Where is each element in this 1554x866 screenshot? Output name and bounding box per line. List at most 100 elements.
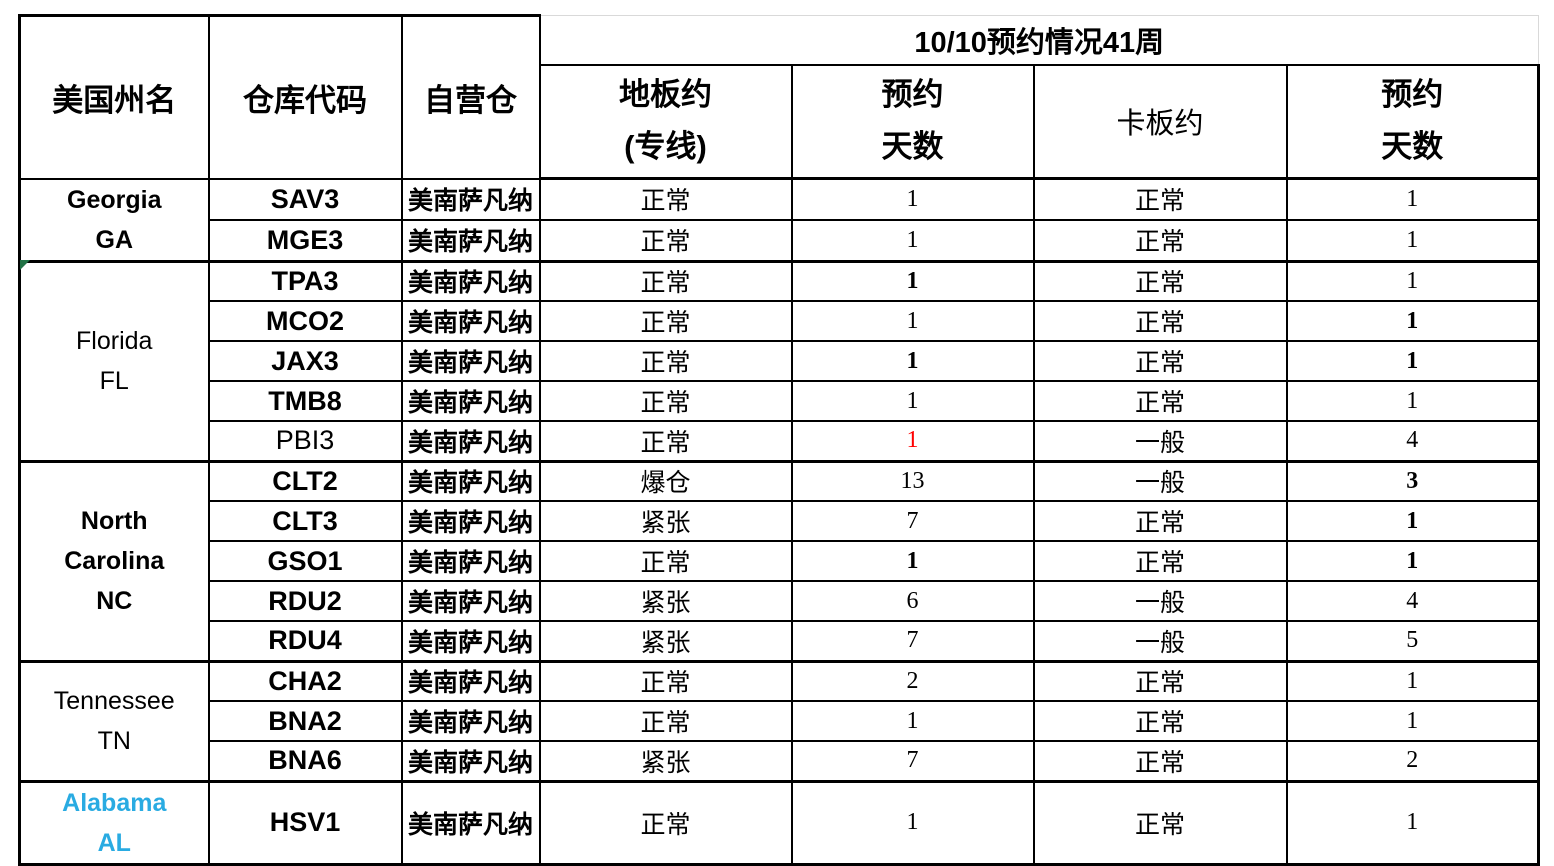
- pallet-status-cell[interactable]: 正常: [1032, 500, 1288, 542]
- floor-status-cell[interactable]: 紧张: [538, 500, 793, 542]
- warehouse-cell[interactable]: 美南萨凡纳: [400, 659, 541, 702]
- pallet-status-cell[interactable]: 正常: [1032, 740, 1288, 782]
- warehouse-cell[interactable]: 美南萨凡纳: [400, 740, 541, 782]
- header-pallet-days[interactable]: 预约 天数: [1285, 63, 1540, 180]
- floor-days-cell[interactable]: 2: [790, 659, 1035, 702]
- state-cell-alabama[interactable]: Alabama AL: [18, 779, 210, 866]
- code-cell[interactable]: GSO1: [207, 540, 403, 582]
- pallet-days-cell[interactable]: 1: [1285, 540, 1540, 582]
- floor-days-cell[interactable]: 1: [790, 420, 1035, 462]
- pallet-status-cell[interactable]: 一般: [1032, 620, 1288, 662]
- warehouse-cell[interactable]: 美南萨凡纳: [400, 340, 541, 382]
- pallet-days-cell[interactable]: 1: [1285, 659, 1540, 702]
- floor-days-cell[interactable]: 13: [790, 459, 1035, 502]
- floor-status-cell[interactable]: 爆仓: [538, 459, 793, 502]
- pallet-status-cell[interactable]: 正常: [1032, 700, 1288, 742]
- code-cell[interactable]: TMB8: [207, 380, 403, 422]
- code-cell[interactable]: HSV1: [207, 779, 403, 866]
- code-cell[interactable]: CLT2: [207, 459, 403, 502]
- code-cell[interactable]: SAV3: [207, 177, 403, 221]
- pallet-days-cell[interactable]: 4: [1285, 580, 1540, 622]
- floor-status-cell[interactable]: 正常: [538, 420, 793, 462]
- code-cell[interactable]: BNA6: [207, 740, 403, 782]
- state-cell-florida[interactable]: Florida FL: [18, 259, 210, 462]
- pallet-status-cell[interactable]: 一般: [1032, 459, 1288, 502]
- pallet-days-cell[interactable]: 1: [1285, 779, 1540, 866]
- pallet-days-cell[interactable]: 1: [1285, 700, 1540, 742]
- floor-days-cell[interactable]: 1: [790, 540, 1035, 582]
- warehouse-cell[interactable]: 美南萨凡纳: [400, 620, 541, 662]
- warehouse-cell[interactable]: 美南萨凡纳: [400, 779, 541, 866]
- warehouse-cell[interactable]: 美南萨凡纳: [400, 380, 541, 422]
- floor-days-cell[interactable]: 6: [790, 580, 1035, 622]
- pallet-days-cell[interactable]: 2: [1285, 740, 1540, 782]
- warehouse-cell[interactable]: 美南萨凡纳: [400, 420, 541, 462]
- pallet-days-cell[interactable]: 1: [1285, 300, 1540, 342]
- pallet-days-cell[interactable]: 1: [1285, 340, 1540, 382]
- header-pallet-appointment[interactable]: 卡板约: [1032, 63, 1288, 180]
- code-cell[interactable]: MGE3: [207, 218, 403, 263]
- pallet-status-cell[interactable]: 正常: [1032, 300, 1288, 342]
- header-state[interactable]: 美国州名: [18, 14, 210, 180]
- code-cell[interactable]: JAX3: [207, 340, 403, 382]
- pallet-days-cell[interactable]: 3: [1285, 459, 1540, 502]
- floor-status-cell[interactable]: 正常: [538, 218, 793, 263]
- pallet-status-cell[interactable]: 正常: [1032, 259, 1288, 302]
- pallet-status-cell[interactable]: 一般: [1032, 420, 1288, 462]
- pallet-status-cell[interactable]: 正常: [1032, 540, 1288, 582]
- pallet-status-cell[interactable]: 一般: [1032, 580, 1288, 622]
- warehouse-cell[interactable]: 美南萨凡纳: [400, 459, 541, 502]
- floor-status-cell[interactable]: 正常: [538, 300, 793, 342]
- state-cell-north-carolina[interactable]: North Carolina NC: [18, 459, 210, 662]
- pallet-status-cell[interactable]: 正常: [1032, 340, 1288, 382]
- floor-status-cell[interactable]: 正常: [538, 380, 793, 422]
- pallet-days-cell[interactable]: 4: [1285, 420, 1540, 462]
- header-week-title[interactable]: 10/10预约情况41周: [538, 15, 1539, 66]
- code-cell[interactable]: TPA3: [207, 259, 403, 302]
- floor-status-cell[interactable]: 正常: [538, 700, 793, 742]
- warehouse-cell[interactable]: 美南萨凡纳: [400, 500, 541, 542]
- floor-days-cell[interactable]: 7: [790, 740, 1035, 782]
- pallet-status-cell[interactable]: 正常: [1032, 659, 1288, 702]
- header-floor-appointment[interactable]: 地板约 (专线): [538, 63, 793, 180]
- floor-status-cell[interactable]: 正常: [538, 779, 793, 866]
- code-cell[interactable]: RDU4: [207, 620, 403, 662]
- header-warehouse-code[interactable]: 仓库代码: [207, 14, 403, 180]
- floor-status-cell[interactable]: 正常: [538, 659, 793, 702]
- header-floor-days[interactable]: 预约 天数: [790, 63, 1035, 180]
- floor-days-cell[interactable]: 1: [790, 340, 1035, 382]
- floor-status-cell[interactable]: 正常: [538, 259, 793, 302]
- code-cell[interactable]: CLT3: [207, 500, 403, 542]
- pallet-days-cell[interactable]: 1: [1285, 259, 1540, 302]
- pallet-days-cell[interactable]: 1: [1285, 380, 1540, 422]
- state-cell-georgia[interactable]: Georgia GA: [18, 177, 210, 262]
- floor-status-cell[interactable]: 紧张: [538, 620, 793, 662]
- floor-days-cell[interactable]: 1: [790, 300, 1035, 342]
- floor-days-cell[interactable]: 1: [790, 380, 1035, 422]
- warehouse-cell[interactable]: 美南萨凡纳: [400, 540, 541, 582]
- warehouse-cell[interactable]: 美南萨凡纳: [400, 700, 541, 742]
- warehouse-cell[interactable]: 美南萨凡纳: [400, 218, 541, 263]
- code-cell[interactable]: RDU2: [207, 580, 403, 622]
- floor-status-cell[interactable]: 正常: [538, 340, 793, 382]
- code-cell[interactable]: MCO2: [207, 300, 403, 342]
- floor-days-cell[interactable]: 1: [790, 259, 1035, 302]
- warehouse-cell[interactable]: 美南萨凡纳: [400, 177, 541, 221]
- floor-days-cell[interactable]: 1: [790, 177, 1035, 221]
- warehouse-cell[interactable]: 美南萨凡纳: [400, 580, 541, 622]
- pallet-status-cell[interactable]: 正常: [1032, 779, 1288, 866]
- state-cell-tennessee[interactable]: Tennessee TN: [18, 659, 210, 782]
- code-cell[interactable]: CHA2: [207, 659, 403, 702]
- warehouse-cell[interactable]: 美南萨凡纳: [400, 259, 541, 302]
- floor-days-cell[interactable]: 1: [790, 779, 1035, 866]
- header-own-warehouse[interactable]: 自营仓: [400, 14, 541, 180]
- pallet-days-cell[interactable]: 1: [1285, 218, 1540, 263]
- floor-status-cell[interactable]: 正常: [538, 177, 793, 221]
- floor-status-cell[interactable]: 紧张: [538, 580, 793, 622]
- floor-days-cell[interactable]: 1: [790, 218, 1035, 263]
- floor-days-cell[interactable]: 7: [790, 620, 1035, 662]
- code-cell[interactable]: BNA2: [207, 700, 403, 742]
- pallet-days-cell[interactable]: 1: [1285, 500, 1540, 542]
- pallet-status-cell[interactable]: 正常: [1032, 380, 1288, 422]
- pallet-days-cell[interactable]: 5: [1285, 620, 1540, 662]
